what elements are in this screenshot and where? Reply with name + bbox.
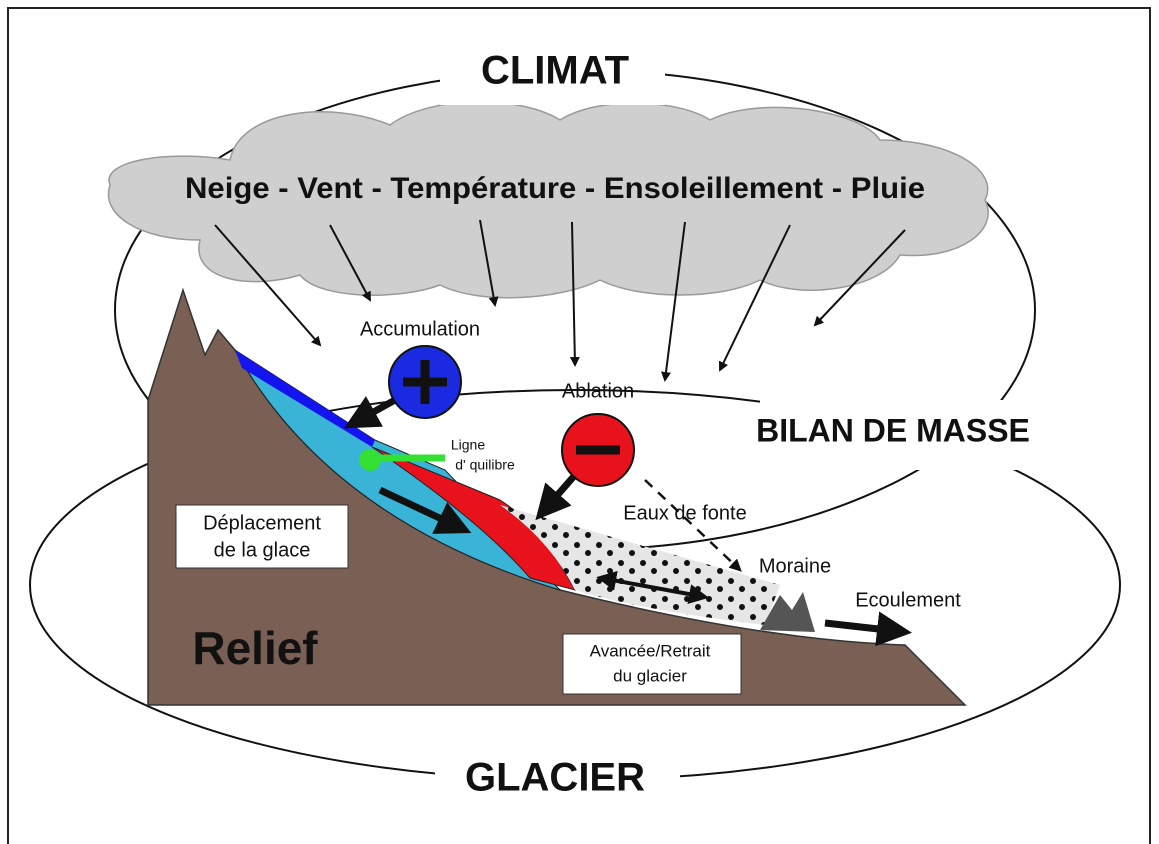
equilibrium-dot: [359, 449, 381, 471]
relief-label: Relief: [192, 622, 318, 674]
ablation-arrow: [535, 472, 578, 521]
cloud: [107, 101, 989, 299]
change-box: [562, 633, 742, 695]
mass-balance-bg: [760, 400, 1050, 470]
title-bg: [440, 45, 665, 105]
movement-label: de la glace: [214, 539, 311, 561]
frame: [7, 7, 1151, 844]
runoff-arrow: [824, 611, 912, 647]
runoff-label: Ecoulement: [855, 589, 961, 611]
movement-label: Déplacement: [203, 512, 321, 534]
glacier-bg: [435, 748, 680, 814]
movement-box: [175, 504, 349, 569]
accumulation-arrow: [343, 396, 397, 429]
advance-arrow: [596, 570, 709, 604]
flow-arrow: [378, 486, 472, 534]
moraine-label: Moraine: [759, 555, 831, 577]
mass-balance: BILAN DE MASSE: [756, 412, 1030, 448]
change-label: du glacier: [613, 666, 687, 685]
ablation-label: Ablation: [562, 380, 634, 402]
meltwater-label: Eaux de fonte: [623, 502, 746, 524]
moraine-shape: [760, 592, 815, 632]
bottom-title: GLACIER: [465, 756, 645, 800]
meltwater-arrow: [644, 479, 742, 572]
equilibrium-label: Ligne: [451, 437, 485, 453]
debris: [500, 505, 780, 625]
climate-arrows: [214, 219, 906, 382]
change-label: Avancée/Retrait: [590, 641, 711, 660]
accumulation-zone: [235, 350, 375, 447]
equilibrium-label: d' quilibre: [455, 457, 515, 473]
title: CLIMAT: [481, 49, 629, 93]
plus-sign: [403, 360, 447, 404]
accumulation-label: Accumulation: [360, 318, 480, 340]
climate-factors: Neige - Vent - Température - Ensoleillem…: [185, 172, 925, 205]
